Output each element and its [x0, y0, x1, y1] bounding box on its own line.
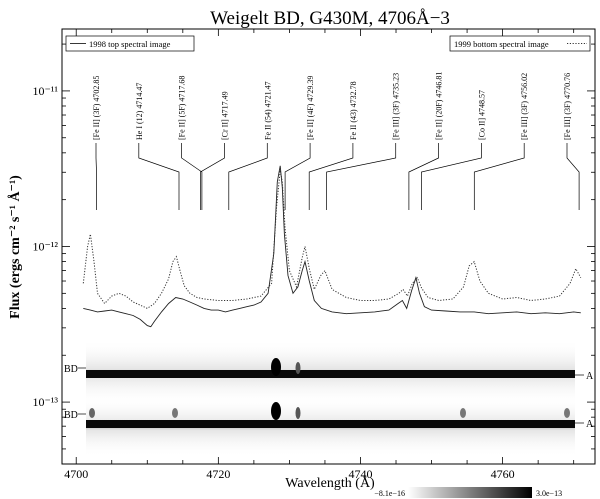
line-id-leader	[473, 143, 525, 210]
line-id-label: He I (12) 4714.47	[135, 83, 144, 140]
line-id-label: [Fe III] (3F) 4756.02	[520, 73, 529, 140]
series-line-1999	[82, 170, 582, 309]
spectral-strip-top	[86, 370, 575, 378]
spectral-images: BD BD A A	[64, 340, 594, 457]
spectral-left-label-bottom: BD	[64, 410, 78, 421]
spectral-strip-bottom	[86, 420, 575, 428]
x-tick-label: 4740	[348, 467, 372, 481]
line-id-leader	[181, 143, 203, 210]
spectral-spot-bottom-3	[89, 408, 95, 418]
line-identifications: [Fe II] (3F) 4702.85 He I (12) 4714.47 [Fe…	[92, 72, 580, 210]
y-tick-label: 10⁻¹¹	[32, 84, 58, 98]
legend-label-1998: 1998 top spectral image	[89, 39, 171, 49]
line-id-label: [Co II] 4748.57	[477, 90, 486, 140]
spectral-spot-bottom-6	[564, 408, 570, 418]
y-tick-label: 10⁻¹²	[32, 240, 58, 254]
line-id-leader	[284, 143, 311, 210]
line-id-leader	[308, 143, 354, 210]
spectral-spot-bottom-5	[460, 408, 466, 418]
line-id-label: [Cr II] 4717.49	[221, 91, 230, 140]
colorbar-max-label: 3.0e−13	[536, 489, 562, 498]
legend-box-1998	[65, 35, 195, 52]
colorbar-min-label: −8.1e−16	[374, 489, 405, 498]
line-id-label: Fe II (54) 4721.47	[263, 81, 272, 140]
spectral-left-label-top: BD	[64, 364, 78, 375]
series-line-1998	[83, 165, 581, 328]
y-axis: 10⁻¹³ 10⁻¹² 10⁻¹¹	[32, 43, 595, 465]
x-axis-label: Wavelength (Å)	[285, 475, 375, 491]
line-id-label: Fe II (43) 4732.78	[349, 81, 358, 140]
line-id-leader	[138, 143, 180, 210]
line-id-label: [Fe II] (5F) 4717.68	[178, 76, 187, 140]
colorbar: −8.1e−16 3.0e−13	[374, 487, 562, 498]
spectral-hotspot-top	[271, 358, 281, 376]
line-id-leader	[566, 143, 580, 210]
spectral-hotspot-bottom	[271, 402, 281, 420]
x-tick-label: 4760	[491, 467, 515, 481]
spectral-right-label-top: A	[586, 371, 594, 382]
spectral-right-label-bottom: A	[586, 419, 594, 430]
x-tick-label: 4720	[206, 467, 230, 481]
line-id-leader	[200, 143, 225, 210]
spectral-spot-top-2	[295, 362, 301, 374]
y-tick-label: 10⁻¹³	[32, 395, 58, 409]
chart-title: Weigelt BD, G430M, 4706Å−3	[210, 8, 450, 29]
line-id-leader	[408, 143, 439, 210]
x-tick-label: 4700	[64, 467, 88, 481]
line-id-label: [Fe II] (4F) 4729.39	[306, 76, 315, 140]
spectral-spot-bottom-4	[172, 408, 178, 418]
line-id-leader	[421, 143, 482, 210]
spectral-spot-bottom-2	[295, 407, 301, 419]
legend-label-1999: 1999 bottom spectral image	[454, 39, 549, 49]
y-axis-label: Flux (ergs cm⁻² s⁻¹ Å⁻¹)	[7, 175, 23, 319]
line-id-leader	[95, 143, 97, 210]
line-id-leader	[228, 143, 268, 210]
colorbar-gradient	[408, 487, 532, 498]
line-id-label: [Fe II] (3F) 4702.85	[92, 76, 101, 140]
line-id-label: [Fe III] (3F) 4735.23	[392, 73, 401, 140]
legend-box-1999	[449, 35, 591, 52]
line-id-leader	[326, 143, 397, 210]
line-id-label: [Fe II] (20F) 4746.81	[435, 72, 444, 140]
spectrum-series	[82, 165, 582, 328]
x-axis: 4700 4720 4740 4760	[64, 29, 575, 481]
line-id-label: [Fe III] (3F) 4770.76	[563, 73, 572, 140]
plot-area: 1998 top spectral image 1999 bottom spec…	[32, 28, 596, 481]
